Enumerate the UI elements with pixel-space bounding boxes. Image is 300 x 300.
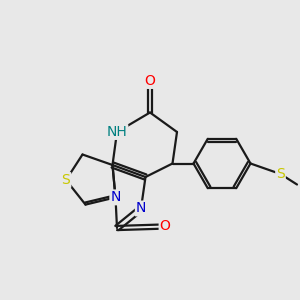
- Text: NH: NH: [106, 125, 128, 139]
- Text: S: S: [61, 173, 70, 187]
- Text: N: N: [136, 202, 146, 215]
- Text: O: O: [160, 220, 170, 233]
- Text: O: O: [145, 74, 155, 88]
- Text: N: N: [110, 190, 121, 204]
- Text: S: S: [276, 167, 285, 181]
